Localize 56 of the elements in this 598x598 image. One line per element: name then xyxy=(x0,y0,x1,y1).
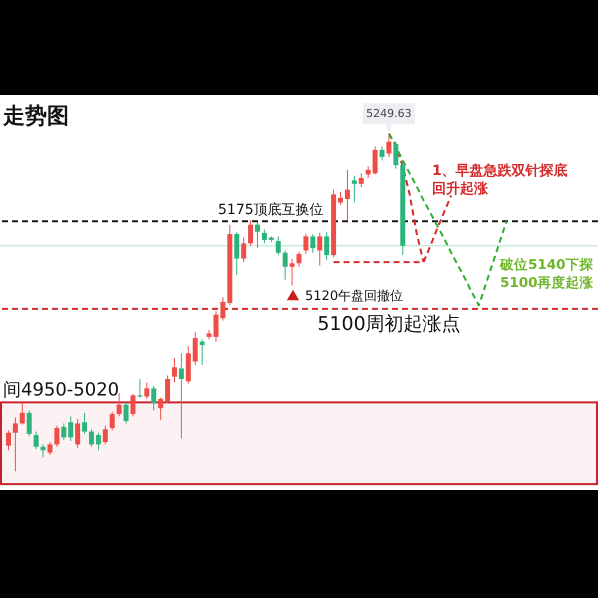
candlestick xyxy=(130,394,136,417)
candlestick xyxy=(352,175,357,204)
ref-line-label: 5100周初起涨点 xyxy=(317,312,461,335)
candlestick xyxy=(172,357,177,383)
annotation: 5249.63 xyxy=(366,106,412,120)
candlestick xyxy=(34,431,39,450)
candlestick xyxy=(310,234,316,254)
chart-title: 走势图 xyxy=(2,103,69,129)
candlestick xyxy=(290,258,295,286)
candlestick xyxy=(40,444,46,458)
candlestick xyxy=(317,232,322,266)
candlestick xyxy=(282,250,288,280)
candlestick xyxy=(200,338,205,366)
candlestick xyxy=(344,169,350,221)
candlestick xyxy=(158,397,164,420)
candlestick xyxy=(110,411,115,431)
candlestick xyxy=(262,228,267,244)
candlestick xyxy=(20,403,25,426)
candlestick xyxy=(380,146,385,161)
candlestick xyxy=(6,430,11,451)
candlestick xyxy=(366,166,371,178)
candlestick xyxy=(254,222,260,249)
candlestick xyxy=(338,191,344,206)
candlestick xyxy=(276,236,281,256)
candlestick xyxy=(144,382,150,400)
candlestick xyxy=(372,146,378,175)
candlestick xyxy=(386,133,392,158)
candlestick xyxy=(26,410,32,437)
band-label: 间4950-5020 xyxy=(3,379,120,400)
candlestick xyxy=(178,352,184,440)
candlestick xyxy=(241,237,246,263)
candlestick xyxy=(206,329,212,340)
candlestick xyxy=(12,417,18,472)
candlestick xyxy=(116,392,122,417)
annotation: 破位5140下探5100再度起涨 xyxy=(499,257,595,291)
candlestick xyxy=(213,310,218,342)
candlestick xyxy=(220,296,226,322)
annotation: 1、早盘急跌双针探底回升起涨 xyxy=(432,162,568,197)
candlestick xyxy=(96,432,101,451)
candlestick xyxy=(393,141,398,170)
candlestick xyxy=(248,220,254,246)
candlestick xyxy=(47,442,52,456)
candlestick xyxy=(102,425,108,445)
candlestick xyxy=(165,374,170,404)
candlestick xyxy=(151,385,156,412)
candlestick xyxy=(124,402,129,424)
annotation: 5120午盘回撤位 xyxy=(305,289,404,304)
candlestick xyxy=(88,428,94,448)
candlestick xyxy=(324,231,330,260)
candlestick xyxy=(75,418,80,448)
candlestick xyxy=(82,412,88,434)
candlestick xyxy=(54,425,60,448)
candlestick xyxy=(358,172,364,188)
candlestick xyxy=(296,251,302,268)
ref-line-label: 5175顶底互换位 xyxy=(218,202,324,218)
candlestick xyxy=(303,234,308,254)
